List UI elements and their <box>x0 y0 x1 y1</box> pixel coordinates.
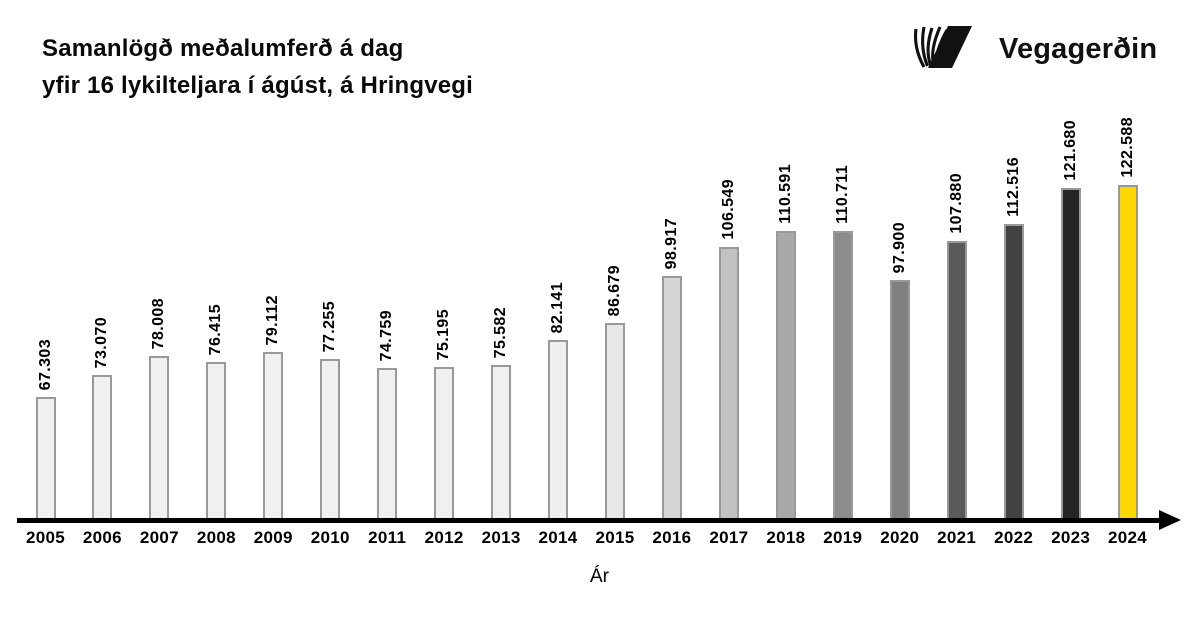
bar-column: 74.759 <box>359 310 416 518</box>
bar-column: 106.549 <box>700 179 757 518</box>
chart-title-line2: yfir 16 lykilteljara í ágúst, á Hringveg… <box>42 72 474 99</box>
bar-column: 75.582 <box>473 307 530 518</box>
bar-column: 112.516 <box>985 157 1042 518</box>
x-tick-label: 2024 <box>1108 528 1148 547</box>
bar-column: 110.591 <box>757 164 814 518</box>
bar-column: 75.195 <box>416 309 473 518</box>
x-axis-title: Ár <box>590 566 609 587</box>
bar <box>661 276 682 518</box>
bar-value-label: 75.195 <box>435 308 453 360</box>
bar-value-label: 75.582 <box>492 306 510 358</box>
bar <box>832 231 853 518</box>
x-tick-label: 2022 <box>994 528 1034 547</box>
bar-column: 97.900 <box>871 222 928 518</box>
vegagerdin-logo: Vegagerðin <box>912 26 1157 73</box>
x-tick-label: 2006 <box>82 528 122 547</box>
bar-value-label: 122.588 <box>1118 117 1136 178</box>
bar <box>92 375 113 518</box>
bar <box>1003 224 1024 518</box>
x-tick-label: 2007 <box>139 528 179 547</box>
bar <box>377 368 398 518</box>
bar <box>491 365 512 518</box>
bar-column: 67.303 <box>17 339 74 518</box>
bar-column: 79.112 <box>245 295 302 518</box>
chart-title: Samanlögð meðalumferð á dag yfir 16 lyki… <box>42 30 473 104</box>
bar-column: 73.070 <box>74 317 131 518</box>
bar-value-label: 74.759 <box>378 309 396 361</box>
x-tick-label: 2010 <box>310 528 350 547</box>
bar-column: 110.711 <box>814 165 871 518</box>
bar <box>263 352 284 518</box>
chart-title-line1: Samanlögð meðalumferð á dag <box>42 35 404 62</box>
x-tick-label: 2019 <box>823 528 863 547</box>
x-axis-line <box>17 518 1163 523</box>
bar-column: 107.880 <box>928 173 985 518</box>
bar <box>434 367 455 518</box>
bar-value-label: 110.591 <box>776 164 794 224</box>
x-tick-label: 2015 <box>595 528 635 547</box>
bar-value-label: 98.917 <box>662 217 680 269</box>
bar <box>35 397 56 518</box>
bar-value-label: 76.415 <box>207 303 225 355</box>
bar <box>1060 188 1081 518</box>
x-axis-arrow-icon <box>1159 510 1181 530</box>
bar-value-label: 82.141 <box>549 281 567 333</box>
x-tick-label: 2018 <box>766 528 806 547</box>
x-tick-label: 2009 <box>253 528 293 547</box>
bar-column: 77.255 <box>302 301 359 518</box>
bar <box>718 247 739 518</box>
x-tick-label: 2014 <box>538 528 578 547</box>
bar-column: 82.141 <box>530 282 587 518</box>
x-tick-label: 2021 <box>937 528 977 547</box>
bar <box>206 362 227 518</box>
bar <box>889 280 910 518</box>
bar-column: 86.679 <box>587 265 644 518</box>
x-tick-label: 2013 <box>481 528 521 547</box>
bar-value-label: 106.549 <box>719 179 737 240</box>
bar <box>1117 185 1138 518</box>
bar-value-label: 121.680 <box>1061 120 1079 181</box>
x-tick-label: 2012 <box>424 528 464 547</box>
bar <box>946 241 967 518</box>
x-tick-label: 2020 <box>880 528 920 547</box>
vegagerdin-v-stripes-icon <box>912 26 986 73</box>
bar <box>775 231 796 518</box>
bar <box>320 359 341 518</box>
bar-value-label: 67.303 <box>36 338 54 390</box>
bar-value-label: 107.880 <box>947 173 965 234</box>
bar-value-label: 97.900 <box>890 221 908 273</box>
bar-value-label: 86.679 <box>606 264 623 316</box>
bar-value-label: 73.070 <box>93 316 111 368</box>
bar-column: 121.680 <box>1042 120 1099 518</box>
logo-wordmark: Vegagerðin <box>999 33 1158 65</box>
bar-value-label: 77.255 <box>321 300 339 352</box>
x-axis-tick-labels: 2005 2006 2007 2008 2009 2010 2011 2012 2013 2014… <box>17 528 1157 552</box>
bar <box>605 323 625 518</box>
bar-value-label: 112.516 <box>1004 157 1022 217</box>
bar <box>149 356 170 518</box>
x-tick-label: 2005 <box>25 528 66 547</box>
bar-value-label: 78.008 <box>150 297 168 349</box>
x-tick-label: 2023 <box>1051 528 1091 547</box>
x-tick-label: 2016 <box>652 528 692 547</box>
bar-value-label: 110.711 <box>833 165 851 224</box>
x-tick-label: 2017 <box>709 528 749 547</box>
bar-column: 98.917 <box>643 218 700 518</box>
bar <box>548 340 569 518</box>
bar-column: 122.588 <box>1099 117 1156 518</box>
bar-column: 78.008 <box>131 298 188 518</box>
x-tick-label: 2011 <box>368 528 407 547</box>
bar-column: 76.415 <box>188 304 245 518</box>
bar-value-label: 79.112 <box>264 294 282 345</box>
x-tick-label: 2008 <box>196 528 236 547</box>
